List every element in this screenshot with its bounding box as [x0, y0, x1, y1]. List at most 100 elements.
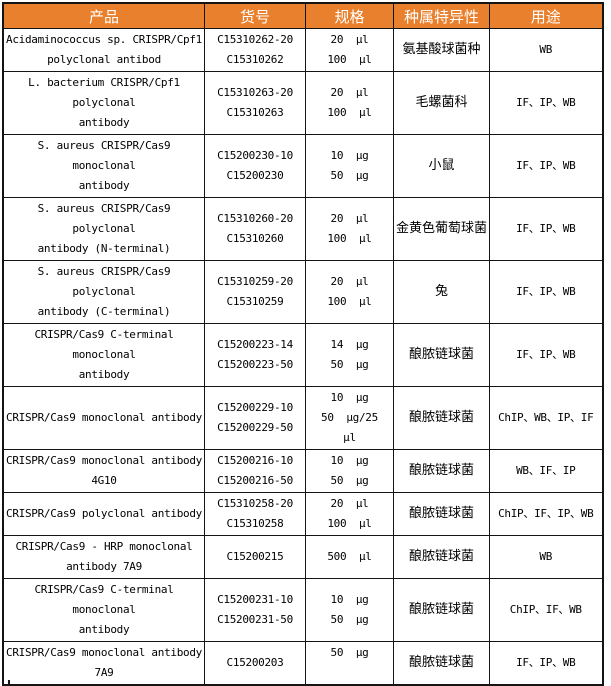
table-row: L. bacterium CRISPR/Cpf1 polyclonal antibo…	[2, 71, 603, 135]
cell-line: C15200229-50	[217, 421, 293, 434]
catalog-number-cell: C15200223-14 C15200223-50	[204, 323, 306, 387]
usage-cell: WB	[489, 28, 603, 72]
cell-line: μl	[343, 431, 356, 444]
column-header-usage: 用途	[489, 2, 603, 29]
spec-cell: 20 μl 100 μl	[305, 197, 394, 261]
cell-line: S. aureus CRISPR/Cas9	[37, 139, 171, 152]
species-specificity-cell: 酿脓链球菌	[393, 323, 490, 387]
table-row: Acidaminococcus sp. CRISPR/Cpf1 polyclona…	[2, 28, 603, 72]
product-cell: CRISPR/Cas9 C-terminal monoclonal antibody	[2, 578, 205, 642]
catalog-number-cell: C15310260-20 C15310260	[204, 197, 306, 261]
cell-line: 50 μg	[330, 474, 369, 487]
table-row: CRISPR/Cas9 monoclonal antibody 7A9 C1520…	[2, 641, 603, 686]
cell-line: 100 μl	[327, 295, 372, 308]
cell-line: antibody 7A9	[66, 560, 142, 573]
catalog-number-cell: C15200216-10 C15200216-50	[204, 449, 306, 493]
cell-line: 14 μg	[330, 338, 369, 351]
cell-line: antibody (N-terminal)	[37, 242, 171, 255]
catalog-number-cell: C15200203	[204, 641, 306, 686]
cell-line: CRISPR/Cas9 monoclonal antibody	[6, 454, 202, 467]
product-cell: CRISPR/Cas9 monoclonal antibody 4G10	[2, 449, 205, 493]
cell-line	[308, 663, 391, 683]
species-specificity-cell: 酿脓链球菌	[393, 641, 490, 686]
cell-line: C15200231-50	[217, 613, 293, 626]
cell-line: C15310258-20	[217, 497, 293, 510]
table-row: S. aureus CRISPR/Cas9 polyclonal antibody …	[2, 260, 603, 324]
catalog-number-cell: C15200230-10 C15200230	[204, 134, 306, 198]
column-header-product: 产品	[2, 2, 205, 29]
product-cell: CRISPR/Cas9 - HRP monoclonal antibody 7A9	[2, 535, 205, 579]
cell-line: antibody (C-terminal)	[37, 305, 171, 318]
species-specificity-cell: 金黄色葡萄球菌	[393, 197, 490, 261]
cell-line: polyclonal	[72, 222, 136, 235]
catalog-number-cell: C15310259-20 C15310259	[204, 260, 306, 324]
cell-line: monoclonal	[72, 603, 136, 616]
cell-line: C15310259-20	[217, 275, 293, 288]
cell-line: C15310262-20	[217, 33, 293, 46]
species-specificity-cell: 酿脓链球菌	[393, 578, 490, 642]
cell-line: CRISPR/Cas9 C-terminal	[34, 583, 174, 596]
cell-line: C15200203	[226, 656, 284, 669]
table-row: CRISPR/Cas9 C-terminal monoclonal antibody…	[2, 578, 603, 642]
column-header-species: 种属特异性	[393, 2, 490, 29]
spec-cell: 500 μl	[305, 535, 394, 579]
product-cell: S. aureus CRISPR/Cas9 monoclonal antibody	[2, 134, 205, 198]
table-row: S. aureus CRISPR/Cas9 polyclonal antibody …	[2, 197, 603, 261]
cell-line: C15310260	[226, 232, 284, 245]
species-specificity-cell: 酿脓链球菌	[393, 449, 490, 493]
catalog-number-cell: C15200215	[204, 535, 306, 579]
cell-line: 10 μg	[330, 593, 369, 606]
cell-line: C15200223-50	[217, 358, 293, 371]
cell-line: polyclonal antibod	[47, 53, 161, 66]
cell-line: S. aureus CRISPR/Cas9	[37, 202, 171, 215]
usage-cell: IF、IP、WB	[489, 134, 603, 198]
cell-line: C15200229-10	[217, 401, 293, 414]
spec-cell: 20 μl 100 μl	[305, 492, 394, 536]
cell-line: L. bacterium CRISPR/Cpf1	[28, 76, 180, 89]
cell-line: CRISPR/Cas9 polyclonal antibody	[6, 507, 202, 520]
cell-line: 100 μl	[327, 232, 372, 245]
spec-cell: 10 μg 50 μg/25 μl	[305, 386, 394, 450]
product-cell: Acidaminococcus sp. CRISPR/Cpf1 polyclona…	[2, 28, 205, 72]
table-row: CRISPR/Cas9 C-terminal monoclonal antibody…	[2, 323, 603, 387]
table-row: CRISPR/Cas9 monoclonal antibody 4G10 C152…	[2, 449, 603, 493]
cell-line: 500 μl	[327, 550, 372, 563]
cell-line: 4G10	[91, 474, 117, 487]
catalog-number-cell: C15200231-10 C15200231-50	[204, 578, 306, 642]
species-specificity-cell: 小鼠	[393, 134, 490, 198]
cell-line: C15310260-20	[217, 212, 293, 225]
cell-line: C15200215	[226, 550, 284, 563]
cell-line: CRISPR/Cas9 - HRP monoclonal	[15, 540, 193, 553]
column-header-catalog: 货号	[204, 2, 306, 29]
usage-cell: IF、IP、WB	[489, 197, 603, 261]
species-specificity-cell: 毛螺菌科	[393, 71, 490, 135]
cell-line: antibody	[78, 116, 130, 129]
species-specificity-cell: 兔	[393, 260, 490, 324]
cell-line: 20 μl	[330, 275, 369, 288]
spec-cell: 10 μg 50 μg	[305, 449, 394, 493]
usage-cell: WB、IF、IP	[489, 449, 603, 493]
usage-cell: WB	[489, 535, 603, 579]
cell-line: 50 μg	[330, 169, 369, 182]
usage-cell: IF、IP、WB	[489, 260, 603, 324]
table-row: S. aureus CRISPR/Cas9 monoclonal antibody …	[2, 134, 603, 198]
spec-cell: 50 μg	[305, 641, 394, 686]
column-header-spec: 规格	[305, 2, 394, 29]
spec-cell: 10 μg 50 μg	[305, 134, 394, 198]
spec-cell: 20 μl 100 μl	[305, 71, 394, 135]
spec-cell: 20 μl 100 μl	[305, 260, 394, 324]
cell-line: 100 μl	[327, 106, 372, 119]
spec-cell: 14 μg 50 μg	[305, 323, 394, 387]
cell-line: 50 μg	[330, 646, 369, 659]
cell-line: C15200223-14	[217, 338, 293, 351]
cell-line: polyclonal	[72, 96, 136, 109]
table-row: CRISPR/Cas9 monoclonal antibody C1520022…	[2, 386, 603, 450]
cell-line: C15200216-50	[217, 474, 293, 487]
cell-line: C15310263	[226, 106, 284, 119]
product-cell: L. bacterium CRISPR/Cpf1 polyclonal antibo…	[2, 71, 205, 135]
cell-line: C15310258	[226, 517, 284, 530]
cell-line: C15200230	[226, 169, 284, 182]
cell-line: 50 μg/25	[321, 411, 378, 424]
cell-line: 20 μl	[330, 86, 369, 99]
